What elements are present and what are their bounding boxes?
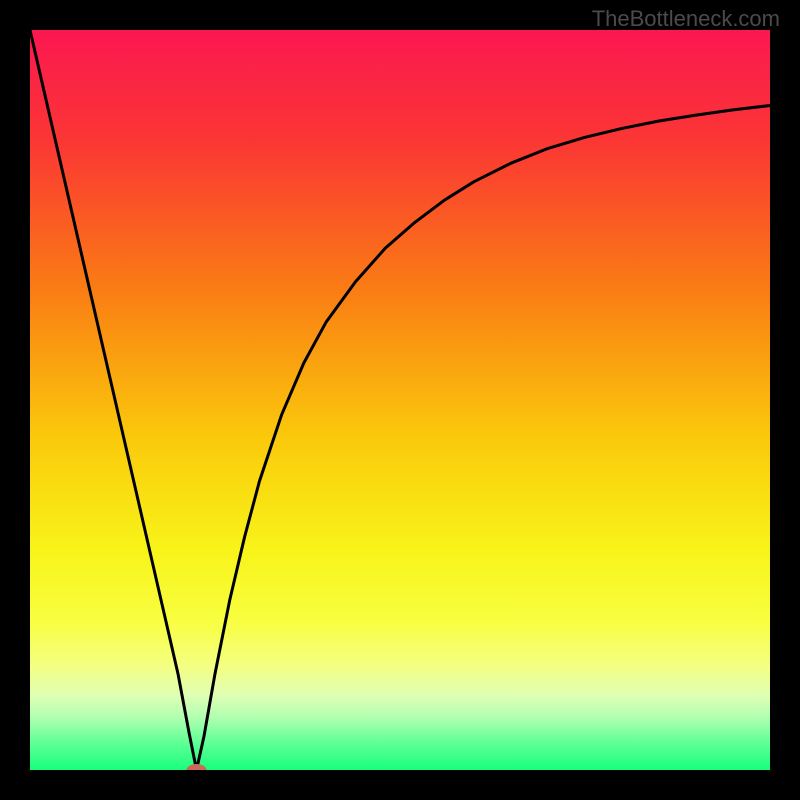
watermark-text: TheBottleneck.com — [592, 6, 780, 32]
plot-area — [30, 30, 770, 770]
plot-svg — [30, 30, 770, 770]
gradient-background — [30, 30, 770, 770]
chart-container: TheBottleneck.com — [0, 0, 800, 800]
